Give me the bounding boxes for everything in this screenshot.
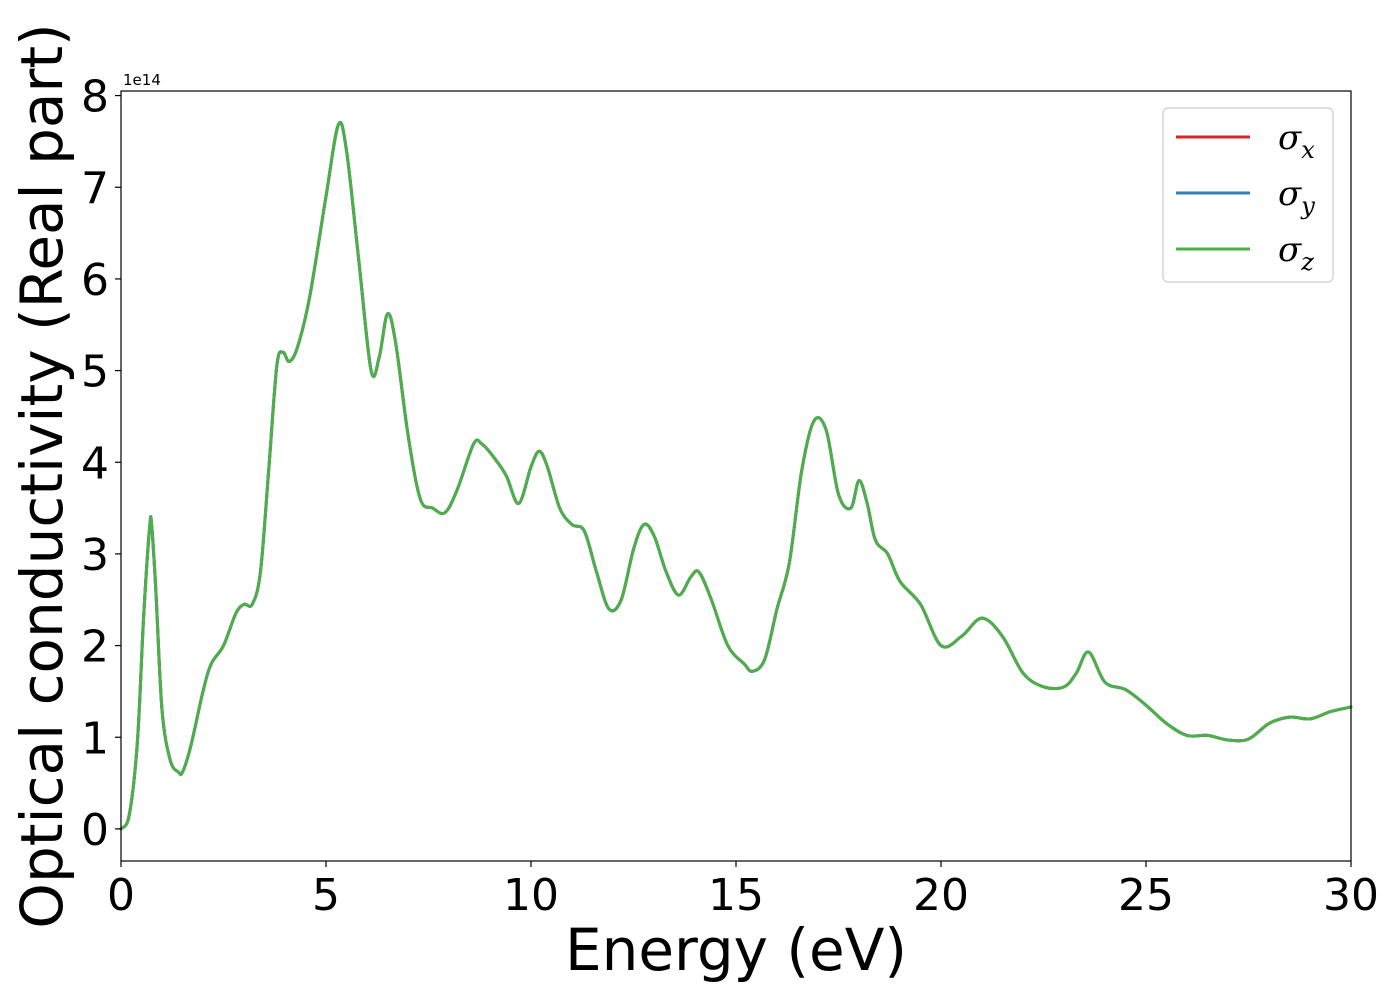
x-tick-label: 0	[107, 870, 135, 921]
x-tick-label: 5	[312, 870, 340, 921]
y-tick-label: 8	[81, 72, 109, 123]
y-tick-label: 4	[81, 438, 109, 489]
x-axis-label: Energy (eV)	[565, 916, 907, 984]
y-tick-label: 5	[81, 347, 109, 398]
y-tick-label: 0	[81, 805, 109, 856]
legend-label-x: σx	[1278, 118, 1315, 164]
x-axis: 0 5 10 15 20 25 30	[107, 861, 1379, 921]
y-tick-label: 3	[81, 530, 109, 581]
legend-box	[1162, 107, 1334, 283]
x-tick-label: 20	[913, 870, 969, 921]
series-layer	[119, 121, 1353, 831]
x-tick-label: 30	[1323, 870, 1379, 921]
series-line-z	[119, 121, 1353, 831]
y-offset-label: 1e14	[123, 71, 161, 89]
legend: σx σy σz	[1162, 107, 1334, 283]
x-tick-label: 25	[1118, 870, 1174, 921]
y-axis-label: Optical conductivity (Real part)	[8, 23, 76, 928]
y-tick-label: 7	[81, 163, 109, 214]
y-axis: 0 1 2 3 4 5 6 7 8	[81, 72, 121, 856]
x-tick-label: 10	[503, 870, 559, 921]
y-tick-label: 6	[81, 255, 109, 306]
y-tick-label: 1	[81, 713, 109, 764]
y-tick-label: 2	[81, 622, 109, 673]
legend-label-y: σy	[1278, 174, 1315, 220]
x-tick-label: 15	[708, 870, 764, 921]
legend-label-z: σz	[1278, 230, 1314, 276]
